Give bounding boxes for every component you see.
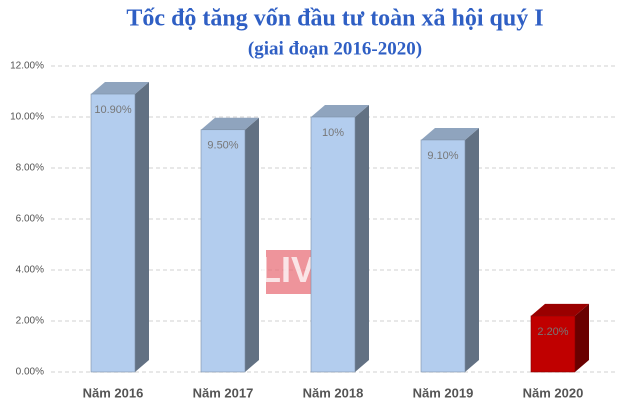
bar-side	[575, 303, 589, 372]
x-tick-label: Năm 2016	[83, 385, 144, 400]
bar-top	[91, 82, 149, 95]
chart-title: Tốc độ tăng vốn đầu tư toàn xã hội quý I	[126, 6, 543, 32]
value-label: 9.10%	[427, 150, 458, 162]
value-label: 9.50%	[207, 140, 238, 152]
bar-top	[421, 127, 479, 140]
value-label: 2.20%	[537, 326, 568, 338]
y-tick-label: 0.00%	[16, 367, 44, 378]
bar	[310, 116, 356, 373]
bar-top	[531, 303, 589, 316]
chart-subtitle: (giai đoạn 2016-2020)	[248, 38, 422, 59]
y-tick-label: 10.00%	[10, 112, 44, 123]
bar	[420, 139, 466, 373]
y-tick-label: 4.00%	[16, 265, 44, 276]
y-tick-label: 6.00%	[16, 214, 44, 225]
bar-top	[201, 117, 259, 130]
x-tick-label: Năm 2019	[413, 385, 474, 400]
bar	[90, 93, 136, 373]
bar	[530, 315, 576, 373]
bar-side	[245, 117, 259, 372]
bar-top	[311, 105, 369, 117]
bar-side	[135, 82, 149, 373]
value-label: 10%	[322, 127, 344, 139]
x-tick-label: Năm 2018	[303, 385, 364, 400]
x-tick-label: Năm 2020	[523, 385, 584, 400]
bar	[200, 129, 246, 373]
bar-side	[355, 105, 369, 372]
y-tick-label: 12.00%	[10, 61, 44, 72]
value-label: 10.90%	[94, 104, 132, 116]
x-tick-label: Năm 2017	[193, 385, 254, 400]
y-tick-label: 8.00%	[16, 163, 44, 174]
bar-side	[465, 127, 479, 372]
y-tick-label: 2.00%	[16, 316, 44, 327]
